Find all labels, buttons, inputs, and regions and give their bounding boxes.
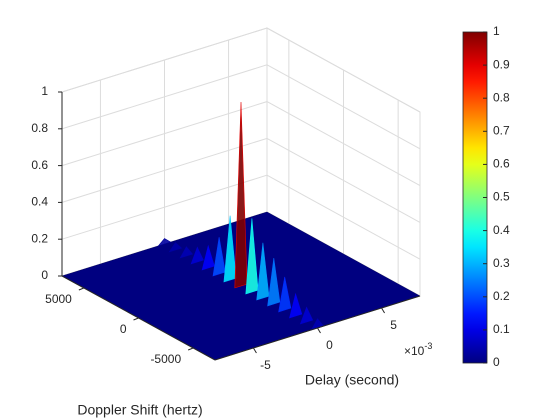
colorbar-tick-label: 0.2 [493,289,510,303]
colorbar-tick-label: 0.6 [493,157,510,171]
surface-ridge [299,306,314,325]
y-axis-label: Doppler Shift (hertz) [77,402,202,418]
x-tick-label: 5 [390,318,397,332]
z-tick-label: 0 [41,268,48,282]
y-tick-label: 0 [120,322,127,336]
z-grid-line [61,174,421,260]
surface-ridge [212,237,226,277]
x-multiplier: ×10-3 [404,341,432,358]
y-tick [78,287,85,291]
z-grid-line [61,64,421,150]
surface-ridge [223,215,237,283]
x-tick [381,307,385,314]
x-tick [317,327,321,334]
colorbar-tick-label: 0.4 [493,223,510,237]
colorbar-tick-label: 0.7 [493,123,510,137]
y-tick [133,317,139,321]
surface-ridge [245,218,259,295]
z-grid-line [61,27,421,113]
surface-ridge [179,246,194,259]
x-axis-label: Delay (second) [305,372,399,388]
z-tick-label: 0.8 [31,121,48,135]
x-multiplier-base: ×10 [404,344,425,358]
colorbar-tick-label: 0.9 [493,57,510,71]
colorbar-tick-label: 0.3 [493,256,510,270]
surface-ridge [256,242,270,301]
colorbar-tick-label: 0.5 [493,190,510,204]
z-grid-line [61,101,421,187]
surface-ridge [278,276,292,313]
surface-ridge [234,101,248,289]
surface-ridge [168,242,183,253]
z-tick-label: 0.2 [31,231,48,245]
y-tick [187,347,194,351]
x-tick [253,347,257,354]
colorbar-tick-label: 1 [493,24,500,38]
z-tick-label: 1 [41,84,48,98]
surface-ridge [289,292,303,319]
surface-ridge [190,246,204,265]
colorbar-tick-label: 0.1 [493,322,510,336]
z-tick-label: 0.4 [31,195,48,209]
y-tick-label: 5000 [45,292,72,306]
z-grid-line [61,137,421,223]
x-tick-label: -5 [260,358,271,372]
colorbar-tick-label: 0 [493,355,500,369]
surface-ridge [157,238,172,247]
y-tick-label: -5000 [150,352,181,366]
surface-ridge [267,257,281,307]
x-multiplier-exponent: -3 [424,341,432,351]
colorbar-tick-label: 0.8 [493,90,510,104]
surface-ridge [201,244,215,271]
x-tick-label: 0 [326,338,333,352]
z-tick-label: 0.6 [31,158,48,172]
